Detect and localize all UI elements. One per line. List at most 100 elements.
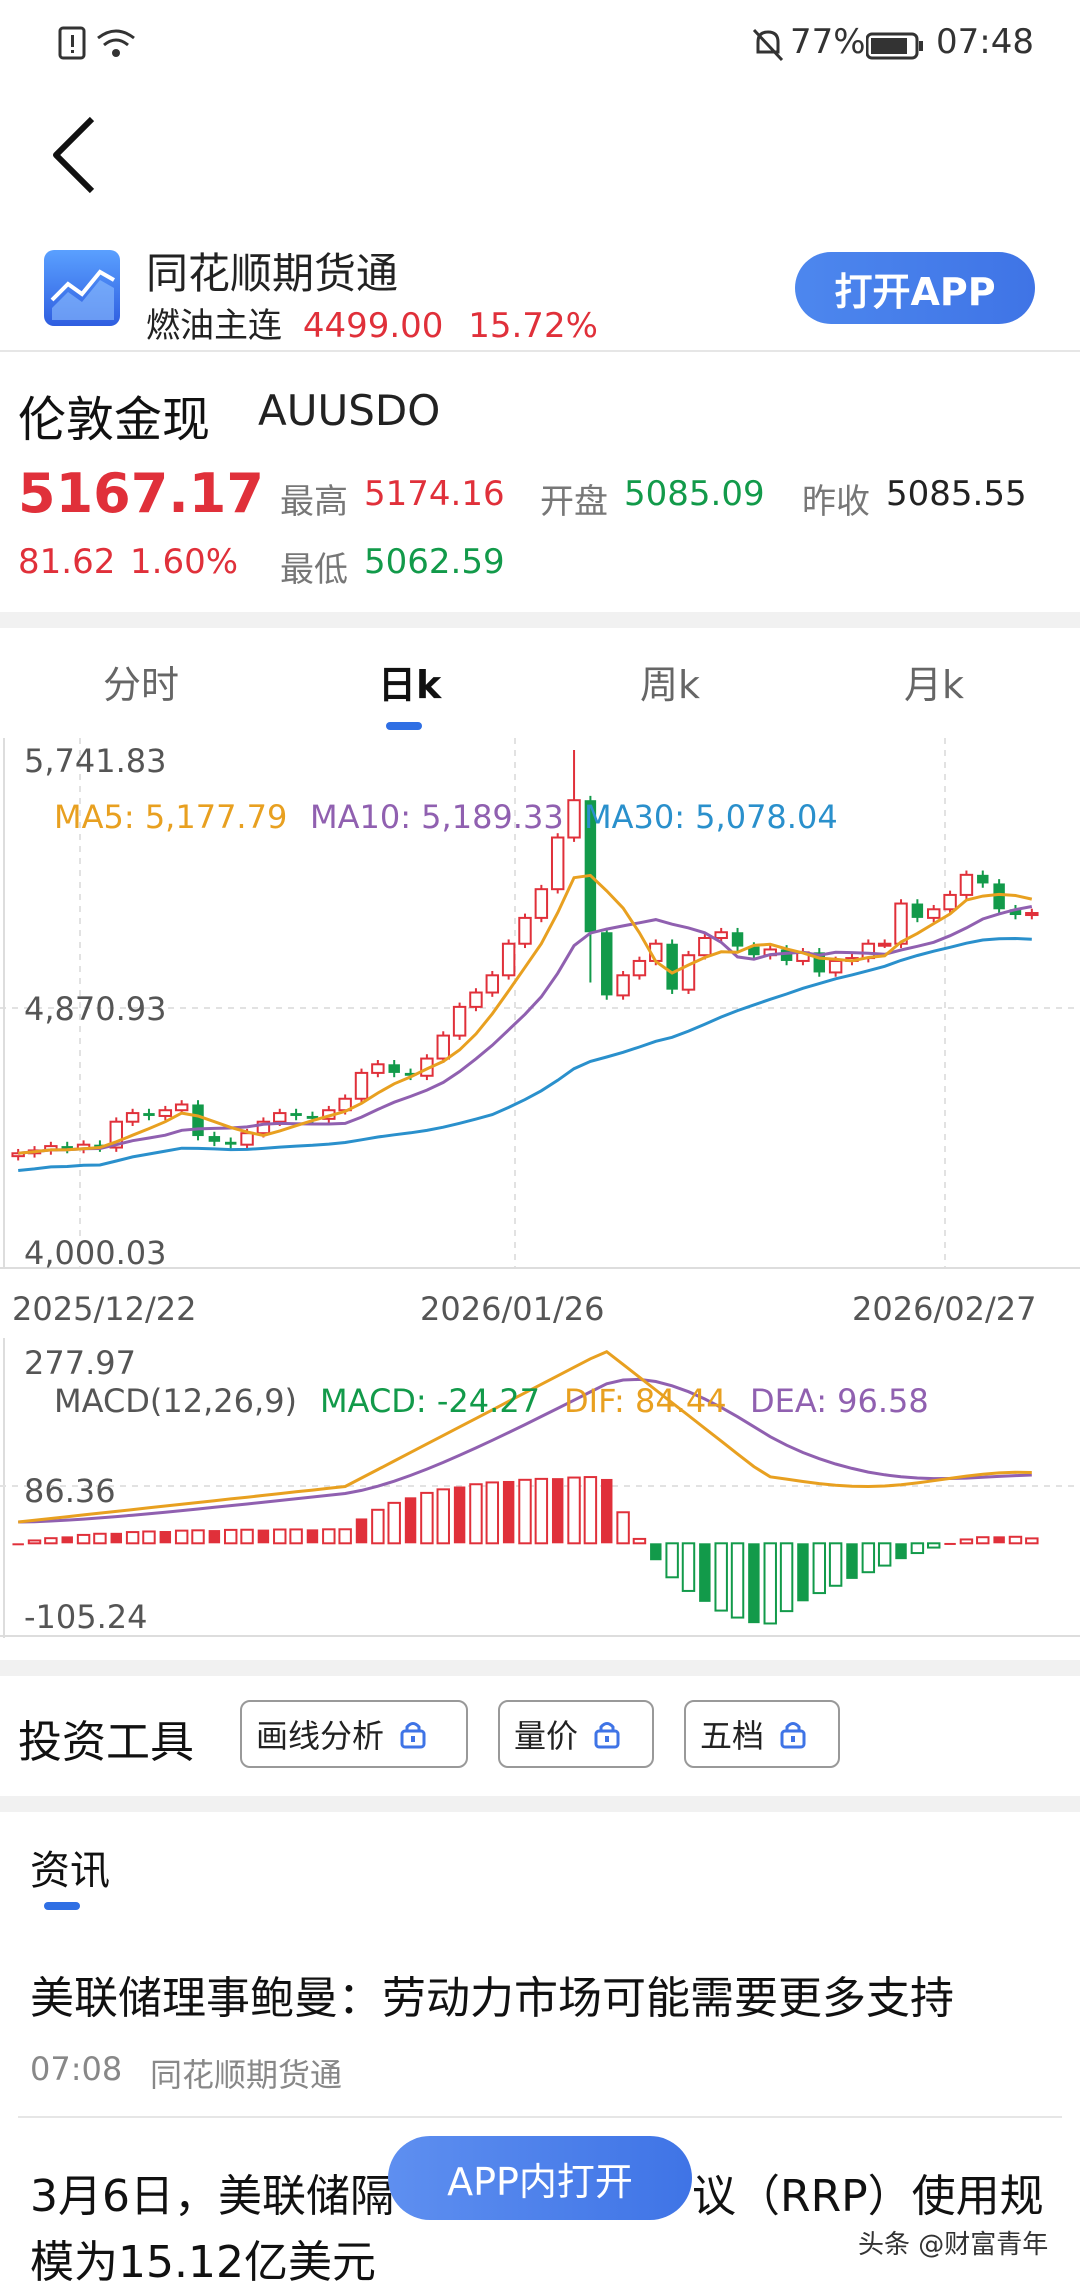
macd-chart[interactable] bbox=[0, 1338, 1080, 1638]
news-item-2-line1b[interactable]: 议（RRP）使用规 bbox=[692, 2171, 1044, 2222]
candle-body bbox=[371, 1063, 385, 1074]
candle-body bbox=[828, 959, 843, 974]
tab-daily-k[interactable]: 日k bbox=[378, 663, 442, 707]
instrument-name: 伦敦金现 bbox=[18, 392, 211, 448]
candle-body bbox=[959, 873, 974, 896]
open-in-app-button[interactable]: APP内打开 bbox=[388, 2136, 692, 2220]
candle-body bbox=[256, 1120, 271, 1135]
macd-bar bbox=[289, 1528, 303, 1545]
macd-bar bbox=[61, 1536, 73, 1544]
news-item-2-line2[interactable]: 模为15.12亿美元 bbox=[30, 2237, 376, 2288]
macd-bar bbox=[730, 1542, 745, 1619]
low-value: 5062.59 bbox=[364, 542, 505, 582]
macd-bar bbox=[453, 1486, 466, 1544]
five-levels-button[interactable]: 五档 bbox=[684, 1700, 840, 1768]
dif-line bbox=[18, 1349, 1032, 1524]
macd-bar bbox=[191, 1529, 205, 1545]
macd-bar bbox=[240, 1528, 254, 1545]
macd-bar bbox=[910, 1542, 925, 1555]
ma5-line bbox=[18, 873, 1033, 1155]
draw-line-analysis-button[interactable]: 画线分析 bbox=[240, 1700, 468, 1768]
macd-bar bbox=[993, 1536, 1005, 1544]
macd-bar bbox=[142, 1530, 156, 1545]
candle-body bbox=[567, 799, 581, 839]
candle-body bbox=[698, 936, 712, 957]
five-levels-label: 五档 bbox=[700, 1717, 765, 1755]
candle-body bbox=[290, 1113, 302, 1116]
candle-body bbox=[125, 1112, 140, 1123]
macd-bar bbox=[174, 1529, 189, 1545]
ma30-legend: MA30: 5,078.04 bbox=[584, 798, 838, 836]
candle-body bbox=[666, 943, 678, 990]
macd-bar bbox=[436, 1488, 450, 1545]
macd-bar bbox=[681, 1542, 696, 1592]
dea-value: DEA: 96.58 bbox=[750, 1382, 929, 1420]
news-headline[interactable]: 美联储理事鲍曼：劳动力市场可能需要更多支持 bbox=[30, 1973, 954, 2024]
macd-bar bbox=[650, 1543, 662, 1561]
macd-bar bbox=[355, 1518, 368, 1544]
macd-bar bbox=[208, 1530, 221, 1544]
news-tab-indicator bbox=[44, 1902, 80, 1910]
candle-body bbox=[748, 946, 760, 956]
clock: 07:48 bbox=[936, 22, 1034, 62]
volume-price-label: 量价 bbox=[514, 1717, 579, 1755]
candle-body bbox=[714, 931, 728, 939]
open-value: 5085.09 bbox=[624, 474, 765, 514]
open-app-button[interactable]: 打开APP bbox=[795, 252, 1035, 324]
draw-line-label: 画线分析 bbox=[256, 1717, 385, 1755]
candle-body bbox=[158, 1109, 173, 1117]
candle-body bbox=[469, 991, 483, 1008]
high-label: 最高 bbox=[280, 482, 348, 522]
macd-bar bbox=[665, 1542, 679, 1579]
macd-bar bbox=[93, 1532, 107, 1545]
candle-body bbox=[813, 952, 826, 973]
macd-bar bbox=[159, 1531, 172, 1544]
news-section-title[interactable]: 资讯 bbox=[30, 1848, 110, 1894]
volume-price-button[interactable]: 量价 bbox=[498, 1700, 654, 1768]
macd-bar bbox=[485, 1481, 500, 1545]
macd-bar bbox=[338, 1528, 352, 1545]
candle-body bbox=[780, 949, 793, 961]
tab-weekly-k[interactable]: 周k bbox=[640, 663, 701, 707]
back-arrow-icon[interactable] bbox=[50, 115, 100, 195]
candle-body bbox=[927, 908, 941, 919]
macd-bar bbox=[110, 1532, 122, 1544]
macd-bar bbox=[322, 1528, 336, 1545]
macd-bar bbox=[779, 1542, 794, 1613]
status-bar: 77% 07:48 bbox=[0, 0, 1080, 90]
news-item-2-line1a[interactable]: 3月6日，美联储隔 bbox=[30, 2171, 394, 2222]
macd-bar bbox=[797, 1543, 809, 1602]
macd-bar bbox=[306, 1529, 319, 1544]
mute-bell-icon bbox=[752, 28, 784, 62]
macd-bar bbox=[959, 1538, 974, 1545]
macd-bar bbox=[125, 1531, 140, 1545]
section-gap bbox=[0, 1660, 1080, 1676]
candle-body bbox=[192, 1104, 204, 1137]
macd-bar bbox=[1025, 1537, 1039, 1545]
news-source: 同花顺期货通 bbox=[150, 2056, 343, 2094]
macd-bar bbox=[12, 1543, 24, 1546]
high-value: 5174.16 bbox=[364, 474, 505, 514]
app-logo bbox=[44, 250, 120, 326]
macd-bar bbox=[1008, 1535, 1023, 1545]
macd-y-bottom: -105.24 bbox=[24, 1598, 148, 1636]
candle-body bbox=[174, 1103, 189, 1112]
macd-bar bbox=[927, 1542, 941, 1549]
open-label: 开盘 bbox=[540, 482, 608, 522]
chart-period-tabs: 分时 日k 周k 月k bbox=[0, 630, 1080, 720]
macd-bar bbox=[404, 1497, 417, 1544]
candle-body bbox=[993, 883, 1005, 910]
y-axis-mid-label: 4,870.93 bbox=[24, 990, 167, 1028]
lock-icon bbox=[780, 1722, 806, 1749]
macd-bar bbox=[534, 1477, 549, 1545]
candle-body bbox=[61, 1146, 73, 1149]
tab-intraday[interactable]: 分时 bbox=[103, 663, 180, 707]
macd-bar bbox=[420, 1491, 434, 1545]
tab-monthly-k[interactable]: 月k bbox=[904, 663, 965, 707]
sim-alert-icon bbox=[58, 26, 86, 60]
macd-bar bbox=[44, 1537, 58, 1545]
candle-body bbox=[240, 1132, 254, 1146]
kline-chart[interactable] bbox=[0, 738, 1080, 1278]
watermark: 头条 @财富青年 bbox=[858, 2230, 1049, 2260]
macd-bar bbox=[257, 1529, 270, 1544]
